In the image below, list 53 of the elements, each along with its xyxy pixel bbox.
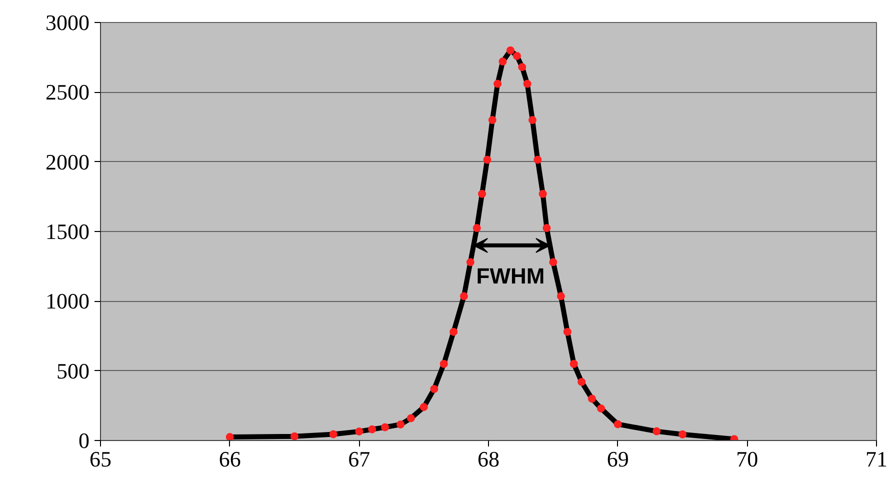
point [678,430,686,438]
point [549,258,558,266]
point [597,404,606,412]
point [518,63,526,72]
point [430,384,438,393]
point [483,156,492,164]
x-tick-label: 70 [736,446,758,472]
x-tick-label: 66 [218,446,241,472]
y-tick-label: 1000 [46,288,90,314]
annotation: FWHM [476,263,545,288]
point [478,190,486,198]
x-tick-label: 67 [348,446,370,472]
point [406,414,415,422]
point [488,116,496,124]
point [440,360,448,368]
point [542,224,551,232]
point [538,190,547,198]
y-tick-label: 3000 [46,10,90,35]
x-tick-label: 68 [478,446,500,472]
point [368,425,376,434]
point [329,430,338,438]
point [290,432,298,440]
point [528,116,536,124]
point [563,328,572,336]
x-tick-label: 71 [866,446,888,472]
x-tick-label: 65 [90,446,112,472]
x-tick-label: 69 [606,446,629,472]
point [652,427,661,436]
y-tick-label: 0 [78,428,90,453]
point [494,80,502,88]
point [506,46,514,54]
point [588,394,596,403]
point [381,423,390,432]
point [226,433,234,440]
point [355,427,364,436]
point [450,328,458,336]
point [498,58,507,66]
y-tick-label: 500 [56,358,90,384]
y-tick-label: 1500 [46,219,90,244]
point [396,420,405,428]
point [523,80,532,88]
point [466,258,474,266]
point [460,292,468,300]
y-tick-label: 2500 [46,80,90,105]
point [578,378,586,386]
point [570,360,578,368]
point [420,403,428,412]
point [614,420,622,428]
point [472,224,481,232]
y-tick-label: 2000 [46,149,90,174]
point [512,52,521,60]
point [556,292,565,300]
point [534,156,542,164]
